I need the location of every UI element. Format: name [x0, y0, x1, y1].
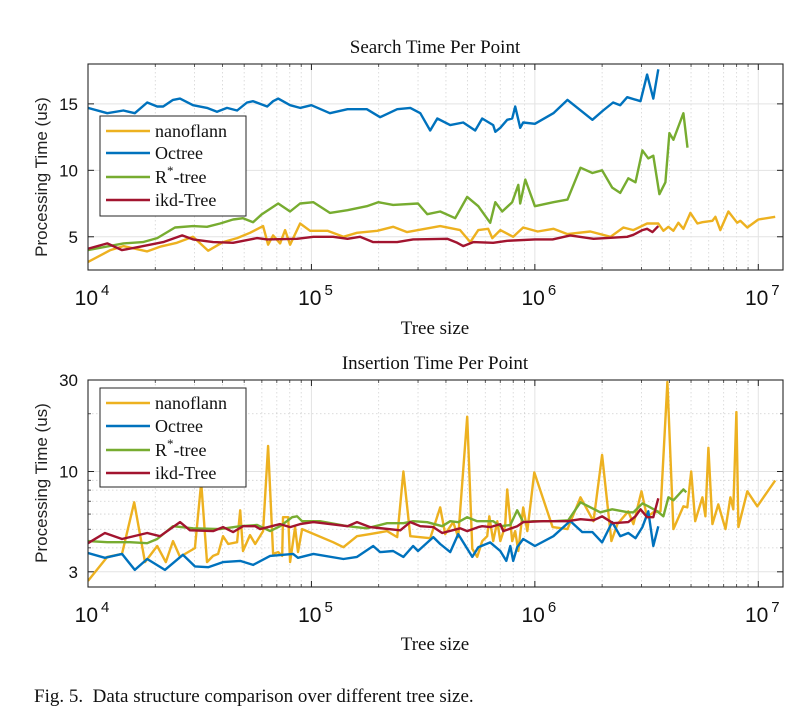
x-tick-label: 10 7 — [745, 282, 780, 310]
plot-area: 10 4 10 5 10 6 10 751015nanoflannOctreeR*-treei… — [59, 63, 784, 310]
legend-label: nanoflann — [155, 393, 227, 413]
y-tick-label: 15 — [59, 95, 78, 114]
y-tick-label: 3 — [69, 563, 78, 582]
legend-label-text: ikd-Tree — [155, 190, 216, 210]
x-tick-label-exponent: 4 — [101, 282, 109, 299]
series-line-r-tree — [88, 488, 688, 545]
x-axis-label: Tree size — [401, 634, 469, 655]
legend-item: Octree — [106, 416, 203, 436]
x-tick-label-base: 10 — [522, 287, 545, 310]
series-line-ikd-tree — [88, 225, 660, 252]
x-tick-label: 10 5 — [298, 599, 333, 627]
x-tick-label-exponent: 7 — [771, 282, 779, 299]
x-axis-label: Tree size — [401, 318, 469, 339]
x-tick-label-exponent: 6 — [548, 282, 556, 299]
legend-item: ikd-Tree — [106, 463, 216, 483]
legend-label-superscript: * — [167, 436, 174, 451]
legend-label-text: Octree — [155, 143, 203, 163]
x-tick-label-exponent: 5 — [324, 599, 332, 616]
x-tick-label: 10 7 — [745, 599, 780, 627]
legend-label-text: nanoflann — [155, 121, 227, 141]
legend-item: R*-tree — [106, 436, 206, 460]
x-tick-label: 10 4 — [75, 599, 110, 627]
legend-label-text: -tree — [174, 440, 207, 460]
series-group — [88, 380, 777, 582]
legend-label: ikd-Tree — [155, 463, 216, 483]
legend-label-text: ikd-Tree — [155, 463, 216, 483]
legend-item: ikd-Tree — [106, 190, 216, 210]
legend-label-text: -tree — [174, 167, 207, 187]
legend-item: R*-tree — [106, 163, 206, 187]
series-line-nanoflann — [88, 210, 776, 264]
x-tick-label: 10 6 — [522, 282, 557, 310]
legend-item: Octree — [106, 143, 203, 163]
chart-title: Search Time Per Point — [350, 37, 521, 58]
x-tick-label-base: 10 — [298, 287, 321, 310]
legend-label: nanoflann — [155, 121, 227, 141]
x-tick-label-base: 10 — [75, 604, 98, 627]
x-tick-label: 10 6 — [522, 599, 557, 627]
legend-item: nanoflann — [106, 121, 227, 141]
search-time-chart: Search Time Per Point Tree size Processi… — [32, 37, 784, 339]
axes-box — [87, 379, 784, 588]
figure-caption: Fig. 5. Data structure comparison over d… — [34, 686, 474, 707]
legend-label-superscript: * — [167, 163, 174, 178]
axes-box — [87, 63, 784, 271]
y-tick-label: 5 — [69, 228, 78, 247]
legend-label: Octree — [155, 143, 203, 163]
series-line-octree — [88, 510, 660, 572]
x-tick-label-exponent: 4 — [101, 599, 109, 616]
series-line-r-tree — [88, 112, 689, 252]
legend-label: R*-tree — [155, 163, 206, 187]
x-tick-label: 10 5 — [298, 282, 333, 310]
x-tick-label-exponent: 7 — [771, 599, 779, 616]
legend-label-text: Octree — [155, 416, 203, 436]
series-line-octree — [88, 69, 660, 133]
legend-label: Octree — [155, 416, 203, 436]
legend-item: nanoflann — [106, 393, 227, 413]
legend-label: ikd-Tree — [155, 190, 216, 210]
y-axis-label: Processing Time (us) — [32, 97, 51, 257]
x-tick-label: 10 4 — [75, 282, 110, 310]
plot-area: 10 4 10 5 10 6 10 731030nanoflannOctreeR*-treei… — [59, 371, 784, 627]
x-tick-label-base: 10 — [522, 604, 545, 627]
legend-label-text: R — [155, 167, 167, 187]
y-tick-label: 10 — [59, 161, 78, 180]
y-tick-label: 10 — [59, 463, 78, 482]
y-axis-label: Processing Time (us) — [32, 403, 51, 563]
x-tick-label-base: 10 — [298, 604, 321, 627]
x-tick-label-exponent: 6 — [548, 599, 556, 616]
legend-label-text: R — [155, 440, 167, 460]
x-tick-label-base: 10 — [75, 287, 98, 310]
insertion-time-chart: Insertion Time Per Point Tree size Proce… — [32, 353, 784, 655]
legend-label-text: nanoflann — [155, 393, 227, 413]
x-tick-label-base: 10 — [745, 604, 768, 627]
x-tick-label-exponent: 5 — [324, 282, 332, 299]
x-tick-label-base: 10 — [745, 287, 768, 310]
chart-title: Insertion Time Per Point — [342, 353, 529, 374]
y-tick-label: 30 — [59, 371, 78, 390]
legend-box — [99, 387, 247, 488]
series-group — [88, 69, 776, 264]
legend-label: R*-tree — [155, 436, 206, 460]
series-line-ikd-tree — [88, 497, 660, 545]
